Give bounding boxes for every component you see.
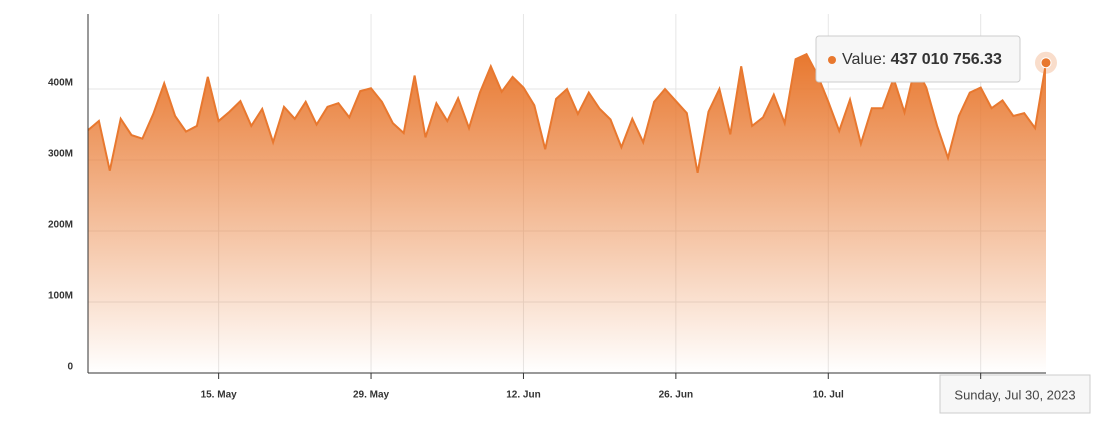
y-tick-label: 300M — [48, 149, 73, 160]
y-tick-label: 400M — [48, 78, 73, 89]
x-tick-label: 15. May — [201, 390, 238, 401]
tooltip: Value: 437 010 756.33 — [815, 35, 1021, 83]
y-tick-label: 100M — [48, 291, 73, 302]
tooltip-value: 437 010 756.33 — [891, 51, 1002, 68]
y-tick-label: 200M — [48, 220, 73, 231]
date-tooltip-box — [939, 374, 1091, 414]
hover-marker — [1040, 57, 1052, 69]
area — [88, 54, 1046, 373]
x-tick-label: 10. Jul — [813, 390, 844, 401]
date-tooltip-text: Sunday, Jul 30, 2023 — [954, 387, 1075, 402]
x-tick-label: 29. May — [353, 390, 390, 401]
x-tick-label: 12. Jun — [506, 390, 540, 401]
line — [87, 52, 1047, 173]
tooltip-dot — [828, 56, 836, 64]
tooltip-label-text: Value: — [842, 51, 886, 68]
x-tick-label: 26. Jun — [659, 390, 693, 401]
tooltip-label: Value: 437 010 756.33 — [842, 51, 1002, 68]
y-tick-label: 0 — [67, 362, 73, 373]
tooltip-box — [815, 35, 1021, 83]
date-tooltip: Sunday, Jul 30, 2023 — [939, 374, 1091, 414]
